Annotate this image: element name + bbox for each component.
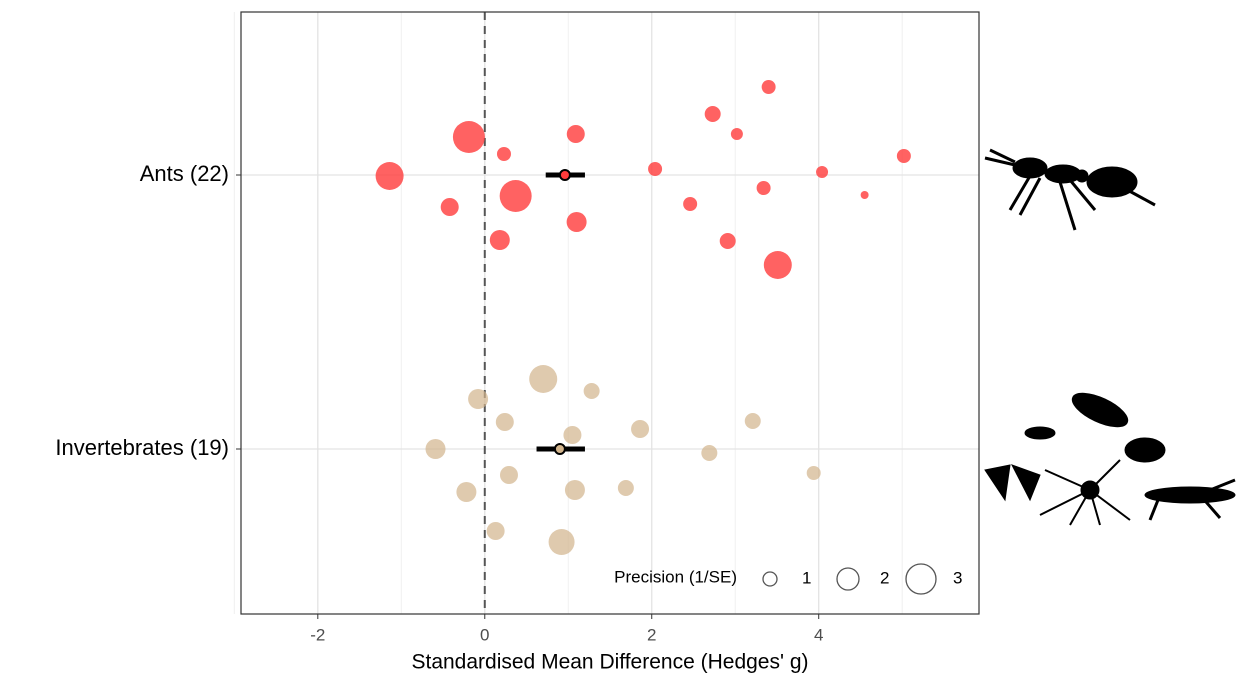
legend-label: 1 — [802, 568, 811, 587]
effect-point — [631, 420, 649, 438]
mean-point — [560, 170, 570, 180]
effect-point — [762, 80, 776, 94]
effect-point — [757, 181, 771, 195]
effect-point — [567, 212, 587, 232]
effect-point — [490, 230, 510, 250]
page: Standardised Mean Difference (Hedges' g)… — [0, 0, 1241, 679]
x-tick-label: 4 — [814, 625, 823, 644]
effect-point — [487, 522, 505, 540]
legend-label: 3 — [953, 568, 962, 587]
effect-point — [565, 480, 585, 500]
effect-point — [563, 426, 581, 444]
effect-point — [549, 529, 575, 555]
effect-point — [683, 197, 697, 211]
ant-icon — [985, 150, 1155, 230]
y-tick-label: Ants (22) — [140, 161, 229, 186]
effect-point — [731, 128, 743, 140]
effect-point — [720, 233, 736, 249]
chart: Standardised Mean Difference (Hedges' g)… — [0, 0, 1241, 679]
effect-point — [453, 121, 485, 153]
effect-point — [807, 466, 821, 480]
effect-point — [618, 480, 634, 496]
effect-point — [584, 383, 600, 399]
effect-point — [468, 389, 488, 409]
effect-point — [567, 125, 585, 143]
effect-point — [816, 166, 828, 178]
plot-area — [241, 12, 979, 614]
effect-point — [897, 149, 911, 163]
invertebrates-icon — [985, 386, 1235, 525]
effect-point — [496, 413, 514, 431]
effect-point — [701, 445, 717, 461]
effect-point — [861, 191, 869, 199]
effect-point — [500, 466, 518, 484]
effect-point — [705, 106, 721, 122]
legend-title: Precision (1/SE) — [614, 567, 737, 586]
effect-point — [441, 198, 459, 216]
y-tick-label: Invertebrates (19) — [55, 435, 229, 460]
effect-point — [497, 147, 511, 161]
effect-point — [745, 413, 761, 429]
x-tick-label: 0 — [480, 625, 489, 644]
effect-point — [529, 365, 557, 393]
effect-point — [764, 251, 792, 279]
x-tick-label: -2 — [310, 625, 325, 644]
effect-point — [426, 439, 446, 459]
effect-point — [456, 482, 476, 502]
x-tick-label: 2 — [647, 625, 656, 644]
mean-point — [555, 444, 565, 454]
legend-label: 2 — [880, 568, 889, 587]
effect-point — [376, 162, 404, 190]
effect-point — [500, 180, 532, 212]
effect-point — [648, 162, 662, 176]
x-axis-title: Standardised Mean Difference (Hedges' g) — [411, 651, 808, 674]
